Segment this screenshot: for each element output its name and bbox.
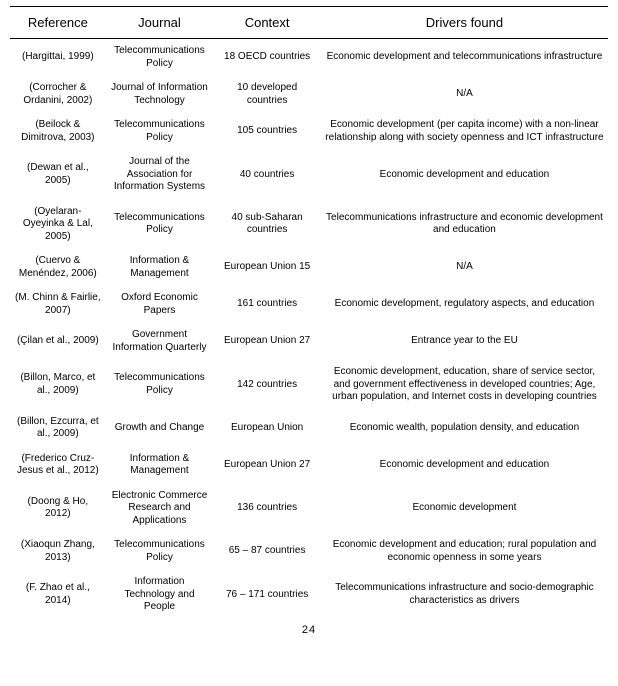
cell-reference: (Cuervo & Menéndez, 2006) xyxy=(10,249,106,286)
cell-drivers: Economic development and education xyxy=(321,447,608,484)
col-journal: Journal xyxy=(106,7,214,39)
cell-journal: Oxford Economic Papers xyxy=(106,286,214,323)
cell-reference: (Hargittai, 1999) xyxy=(10,39,106,77)
cell-journal: Telecommunications Policy xyxy=(106,113,214,150)
cell-context: 136 countries xyxy=(213,484,321,534)
table-row: (Corrocher & Ordanini, 2002)Journal of I… xyxy=(10,76,608,113)
cell-context: European Union 27 xyxy=(213,447,321,484)
cell-reference: (Xiaoqun Zhang, 2013) xyxy=(10,533,106,570)
cell-journal: Growth and Change xyxy=(106,410,214,447)
table-body: (Hargittai, 1999)Telecommunications Poli… xyxy=(10,39,608,620)
table-row: (Doong & Ho, 2012)Electronic Commerce Re… xyxy=(10,484,608,534)
cell-drivers: N/A xyxy=(321,249,608,286)
cell-drivers: N/A xyxy=(321,76,608,113)
table-row: (Oyelaran-Oyeyinka & Lal, 2005)Telecommu… xyxy=(10,200,608,250)
cell-drivers: Economic development and education; rura… xyxy=(321,533,608,570)
cell-reference: (Billon, Ezcurra, et al., 2009) xyxy=(10,410,106,447)
table-header-row: Reference Journal Context Drivers found xyxy=(10,7,608,39)
cell-context: 65 – 87 countries xyxy=(213,533,321,570)
col-drivers: Drivers found xyxy=(321,7,608,39)
cell-journal: Information & Management xyxy=(106,447,214,484)
table-row: (Beilock & Dimitrova, 2003)Telecommunica… xyxy=(10,113,608,150)
cell-drivers: Economic development xyxy=(321,484,608,534)
cell-reference: (Billon, Marco, et al., 2009) xyxy=(10,360,106,410)
cell-context: 142 countries xyxy=(213,360,321,410)
table-row: (Dewan et al., 2005)Journal of the Assoc… xyxy=(10,150,608,200)
cell-journal: Journal of the Association for Informati… xyxy=(106,150,214,200)
cell-drivers: Economic development, regulatory aspects… xyxy=(321,286,608,323)
cell-journal: Information Technology and People xyxy=(106,570,214,620)
cell-journal: Journal of Information Technology xyxy=(106,76,214,113)
cell-journal: Telecommunications Policy xyxy=(106,200,214,250)
cell-drivers: Economic development, education, share o… xyxy=(321,360,608,410)
table-row: (Xiaoqun Zhang, 2013)Telecommunications … xyxy=(10,533,608,570)
cell-reference: (Doong & Ho, 2012) xyxy=(10,484,106,534)
cell-reference: (M. Chinn & Fairlie, 2007) xyxy=(10,286,106,323)
cell-context: 105 countries xyxy=(213,113,321,150)
cell-drivers: Economic development (per capita income)… xyxy=(321,113,608,150)
col-context: Context xyxy=(213,7,321,39)
col-reference: Reference xyxy=(10,7,106,39)
cell-context: 10 developed countries xyxy=(213,76,321,113)
cell-reference: (Beilock & Dimitrova, 2003) xyxy=(10,113,106,150)
table-row: (Billon, Marco, et al., 2009)Telecommuni… xyxy=(10,360,608,410)
table-row: (Billon, Ezcurra, et al., 2009)Growth an… xyxy=(10,410,608,447)
table-row: (Cuervo & Menéndez, 2006)Information & M… xyxy=(10,249,608,286)
cell-journal: Telecommunications Policy xyxy=(106,39,214,77)
cell-drivers: Economic wealth, population density, and… xyxy=(321,410,608,447)
cell-reference: (Dewan et al., 2005) xyxy=(10,150,106,200)
cell-journal: Government Information Quarterly xyxy=(106,323,214,360)
table-row: (Frederico Cruz-Jesus et al., 2012)Infor… xyxy=(10,447,608,484)
table-row: (Çilan et al., 2009)Government Informati… xyxy=(10,323,608,360)
cell-journal: Information & Management xyxy=(106,249,214,286)
cell-reference: (Oyelaran-Oyeyinka & Lal, 2005) xyxy=(10,200,106,250)
page-number: 24 xyxy=(10,624,608,636)
cell-drivers: Telecommunications infrastructure and so… xyxy=(321,570,608,620)
table-row: (F. Zhao et al., 2014)Information Techno… xyxy=(10,570,608,620)
cell-journal: Telecommunications Policy xyxy=(106,360,214,410)
cell-reference: (Çilan et al., 2009) xyxy=(10,323,106,360)
cell-reference: (Corrocher & Ordanini, 2002) xyxy=(10,76,106,113)
cell-drivers: Economic development and education xyxy=(321,150,608,200)
cell-drivers: Entrance year to the EU xyxy=(321,323,608,360)
table-row: (Hargittai, 1999)Telecommunications Poli… xyxy=(10,39,608,77)
literature-table: Reference Journal Context Drivers found … xyxy=(10,6,608,620)
cell-reference: (F. Zhao et al., 2014) xyxy=(10,570,106,620)
cell-reference: (Frederico Cruz-Jesus et al., 2012) xyxy=(10,447,106,484)
cell-drivers: Telecommunications infrastructure and ec… xyxy=(321,200,608,250)
cell-context: European Union 27 xyxy=(213,323,321,360)
cell-journal: Telecommunications Policy xyxy=(106,533,214,570)
cell-context: 76 – 171 countries xyxy=(213,570,321,620)
table-row: (M. Chinn & Fairlie, 2007)Oxford Economi… xyxy=(10,286,608,323)
cell-journal: Electronic Commerce Research and Applica… xyxy=(106,484,214,534)
cell-context: 40 sub-Saharan countries xyxy=(213,200,321,250)
cell-context: 40 countries xyxy=(213,150,321,200)
cell-context: 161 countries xyxy=(213,286,321,323)
cell-context: 18 OECD countries xyxy=(213,39,321,77)
cell-context: European Union xyxy=(213,410,321,447)
cell-context: European Union 15 xyxy=(213,249,321,286)
cell-drivers: Economic development and telecommunicati… xyxy=(321,39,608,77)
